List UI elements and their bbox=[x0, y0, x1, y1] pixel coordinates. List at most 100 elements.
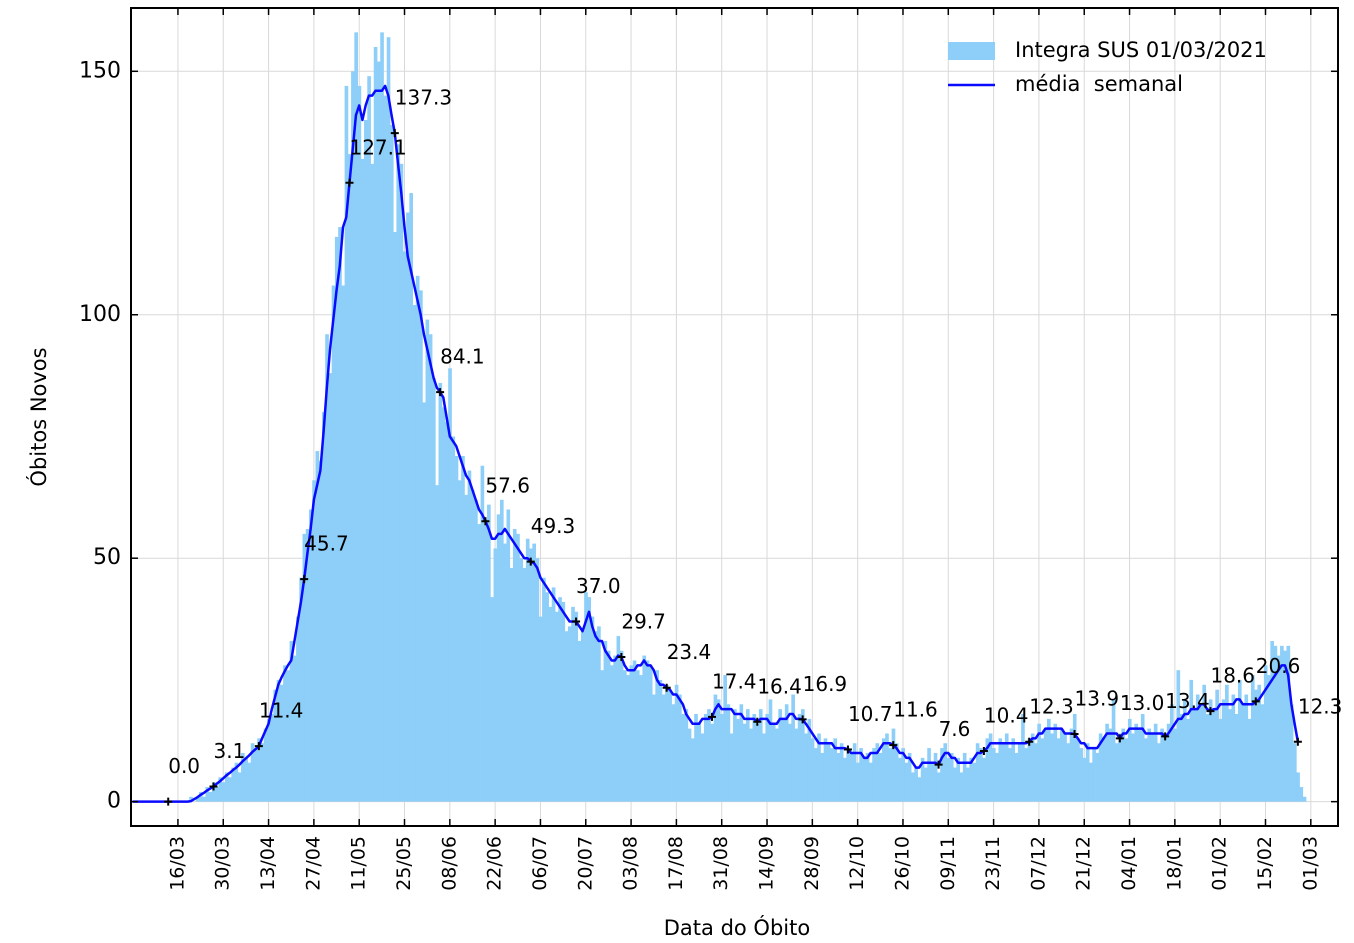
value-label: 84.1 bbox=[440, 345, 485, 369]
bar bbox=[1163, 733, 1168, 802]
bar bbox=[215, 787, 219, 802]
x-tick-label: 14/09 bbox=[756, 836, 778, 891]
bar bbox=[1047, 718, 1051, 802]
bar bbox=[936, 772, 941, 802]
bar bbox=[1140, 714, 1145, 802]
bar bbox=[231, 767, 235, 802]
bar bbox=[574, 611, 579, 802]
bar bbox=[632, 660, 637, 802]
bar bbox=[1179, 714, 1184, 802]
bar bbox=[1011, 738, 1016, 802]
bar bbox=[635, 670, 640, 802]
bar bbox=[690, 738, 695, 802]
bar bbox=[991, 748, 996, 802]
bar bbox=[1118, 733, 1122, 802]
bar bbox=[1040, 738, 1045, 802]
bar bbox=[483, 519, 488, 802]
bar bbox=[241, 752, 245, 802]
bar bbox=[733, 709, 737, 802]
value-label: 23.4 bbox=[667, 640, 712, 664]
bar bbox=[292, 655, 297, 802]
bar bbox=[622, 670, 627, 802]
x-tick-label: 30/03 bbox=[212, 836, 234, 891]
bars bbox=[189, 32, 1307, 802]
bar bbox=[1079, 748, 1084, 802]
bar bbox=[940, 748, 944, 802]
bar bbox=[1153, 723, 1158, 802]
bar bbox=[713, 694, 718, 802]
bar bbox=[862, 757, 867, 802]
x-axis-label: Data do Óbito bbox=[664, 915, 810, 940]
bar bbox=[791, 694, 795, 802]
bar bbox=[794, 728, 799, 802]
bar bbox=[393, 231, 397, 802]
bar bbox=[279, 684, 284, 802]
bar bbox=[454, 455, 459, 802]
bar bbox=[451, 436, 456, 802]
bar bbox=[299, 577, 303, 802]
bar bbox=[1237, 679, 1242, 802]
bar bbox=[710, 723, 715, 802]
bar bbox=[726, 704, 731, 802]
bar bbox=[380, 32, 384, 802]
bar bbox=[1280, 645, 1284, 802]
bar bbox=[868, 762, 873, 802]
bar bbox=[642, 655, 647, 802]
marker bbox=[934, 760, 943, 769]
bar bbox=[309, 509, 313, 802]
bar bbox=[1098, 733, 1103, 802]
bar bbox=[334, 236, 339, 802]
bar bbox=[707, 709, 711, 802]
bar bbox=[859, 748, 863, 802]
bar bbox=[843, 757, 847, 802]
bar bbox=[499, 499, 504, 802]
bar bbox=[1150, 733, 1155, 802]
bar bbox=[477, 524, 481, 802]
value-label: 10.4 bbox=[984, 704, 1029, 728]
bar bbox=[438, 382, 443, 802]
marker bbox=[1161, 732, 1170, 741]
x-tick-label: 11/05 bbox=[348, 836, 370, 891]
bar bbox=[629, 665, 634, 802]
bar bbox=[765, 714, 770, 802]
bar bbox=[464, 494, 469, 802]
bar bbox=[849, 752, 854, 802]
bar bbox=[771, 723, 776, 802]
bar bbox=[619, 650, 624, 802]
x-tick-label: 12/10 bbox=[846, 836, 868, 891]
bar bbox=[218, 777, 223, 802]
value-label: 11.4 bbox=[259, 699, 304, 723]
bar bbox=[606, 650, 611, 802]
bar bbox=[509, 567, 514, 802]
bar bbox=[1089, 762, 1093, 802]
bar bbox=[224, 772, 229, 802]
bar bbox=[1186, 718, 1190, 802]
x-tick-label: 23/11 bbox=[982, 836, 1004, 891]
bar bbox=[1296, 772, 1300, 802]
value-label: 49.3 bbox=[531, 514, 576, 538]
bar bbox=[519, 558, 524, 802]
marker bbox=[345, 178, 354, 187]
bar bbox=[360, 158, 365, 802]
bar bbox=[331, 285, 336, 802]
bar bbox=[383, 95, 388, 802]
legend-patch bbox=[948, 42, 995, 60]
bar bbox=[593, 631, 598, 802]
bar bbox=[668, 689, 672, 802]
bar bbox=[370, 163, 375, 802]
bar bbox=[538, 616, 543, 802]
value-label: 10.7 bbox=[848, 702, 893, 726]
bar bbox=[1017, 743, 1022, 802]
bar bbox=[1095, 752, 1100, 802]
bar bbox=[949, 752, 954, 802]
bar bbox=[969, 757, 973, 802]
bar bbox=[1001, 743, 1006, 802]
marker bbox=[617, 653, 626, 662]
bar bbox=[1111, 699, 1116, 802]
bar bbox=[228, 777, 232, 802]
bar bbox=[399, 163, 404, 802]
bar bbox=[1205, 714, 1210, 802]
bar bbox=[1160, 728, 1164, 802]
bar bbox=[975, 743, 980, 802]
bar bbox=[1257, 684, 1262, 802]
